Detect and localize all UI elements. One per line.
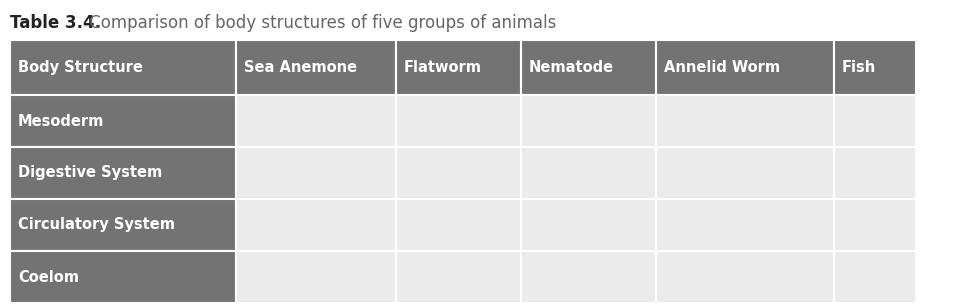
Bar [396, 199, 521, 251]
Bar [521, 199, 656, 251]
Bar [656, 251, 834, 303]
Bar [521, 40, 656, 95]
Bar [521, 251, 656, 303]
Bar [656, 147, 834, 199]
Bar [10, 95, 236, 147]
Bar [396, 147, 521, 199]
Text: Digestive System: Digestive System [18, 165, 162, 181]
Bar [656, 199, 834, 251]
Bar [834, 147, 916, 199]
Bar [834, 95, 916, 147]
Bar [834, 199, 916, 251]
Text: Flatworm: Flatworm [404, 60, 482, 75]
Bar [10, 199, 236, 251]
Bar [10, 40, 236, 95]
Bar [656, 40, 834, 95]
Bar [396, 95, 521, 147]
Bar [396, 40, 521, 95]
Bar [236, 95, 396, 147]
Text: Nematode: Nematode [529, 60, 614, 75]
Bar [834, 251, 916, 303]
Bar [236, 147, 396, 199]
Bar [834, 40, 916, 95]
Bar [396, 251, 521, 303]
Text: Table 3.4.: Table 3.4. [10, 14, 101, 32]
Text: Mesoderm: Mesoderm [18, 114, 104, 129]
Bar [521, 95, 656, 147]
Text: Coelom: Coelom [18, 270, 79, 285]
Bar [10, 251, 236, 303]
Text: Fish: Fish [842, 60, 876, 75]
Text: Annelid Worm: Annelid Worm [664, 60, 781, 75]
Bar [236, 199, 396, 251]
Text: Sea Anemone: Sea Anemone [244, 60, 357, 75]
Text: Circulatory System: Circulatory System [18, 217, 175, 232]
Bar [236, 40, 396, 95]
Bar [236, 251, 396, 303]
Bar [656, 95, 834, 147]
Text: Comparison of body structures of five groups of animals: Comparison of body structures of five gr… [84, 14, 556, 32]
Bar [521, 147, 656, 199]
Bar [10, 147, 236, 199]
Text: Body Structure: Body Structure [18, 60, 143, 75]
